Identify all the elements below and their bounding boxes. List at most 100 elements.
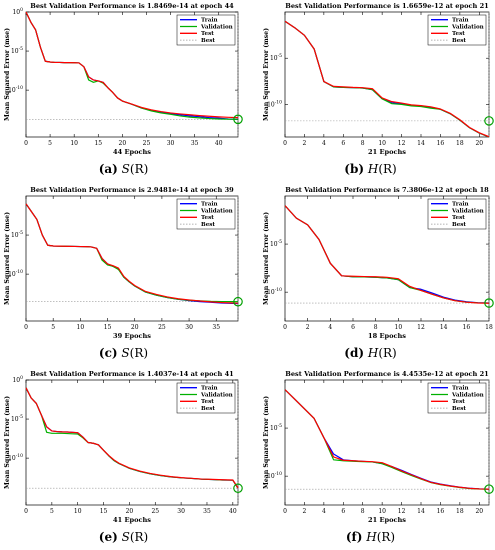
legend-label-train: Train: [201, 18, 218, 24]
caption-f-arg: (R): [376, 530, 396, 544]
best-marker: [233, 296, 243, 307]
legend-label-best: Best: [201, 406, 215, 412]
caption-e: (e) S(R): [0, 530, 247, 544]
series-line-test: [284, 389, 490, 490]
legend-label-validation: Validation: [200, 392, 233, 398]
legend-label-test: Test: [201, 215, 214, 221]
x-tick-label: 16: [437, 508, 445, 515]
best-marker: [484, 484, 494, 494]
y-tick-label: 10-5: [11, 230, 23, 239]
x-tick-label: 12: [398, 140, 406, 147]
chart-panel-b: Best Validation Performance is 1.6659e-1…: [263, 2, 494, 156]
caption-f-fn: H: [366, 530, 377, 544]
x-tick-label: 30: [177, 508, 185, 515]
x-tick-label: 6: [351, 324, 355, 331]
x-tick-label: 12: [417, 324, 425, 331]
x-tick-label: 5: [50, 508, 54, 515]
caption-a: (a) S(R): [0, 162, 247, 176]
x-tick-label: 35: [212, 324, 220, 331]
x-tick-label: 8: [361, 508, 365, 515]
x-tick-label: 8: [361, 140, 365, 147]
best-marker: [233, 483, 243, 494]
chart-title: Best Validation Performance is 1.8469e-1…: [30, 2, 234, 10]
series-line-test: [25, 11, 239, 119]
x-tick-label: 35: [191, 140, 199, 147]
caption-a-fn: S: [121, 162, 130, 176]
x-tick-label: 20: [475, 508, 483, 515]
y-axis-label: Mean Squared Error (mse): [4, 396, 11, 489]
x-axis-label: 41 Epochs: [113, 516, 151, 524]
chart-title: Best Validation Performance is 2.9481e-1…: [30, 186, 234, 194]
x-tick-label: 30: [167, 140, 175, 147]
caption-c-fn: S: [121, 346, 130, 360]
y-tick-label: 10-10: [267, 99, 282, 108]
x-tick-label: 20: [126, 508, 134, 515]
x-axis-label: 39 Epochs: [113, 332, 151, 340]
legend-label-validation: Validation: [451, 392, 484, 398]
best-marker: [484, 298, 494, 308]
legend-label-best: Best: [452, 406, 466, 412]
caption-b: (b) H(R): [247, 162, 494, 176]
caption-c-label: (c): [98, 346, 118, 360]
x-tick-label: 8: [374, 324, 378, 331]
caption-a-arg: (R): [129, 162, 149, 176]
x-tick-label: 18: [485, 324, 493, 331]
x-tick-label: 10: [395, 324, 403, 331]
x-tick-label: 15: [100, 508, 108, 515]
legend-label-train: Train: [452, 386, 469, 392]
series-line-test: [25, 203, 239, 304]
chart-title: Best Validation Performance is 4.4535e-1…: [285, 370, 489, 378]
x-tick-label: 0: [283, 508, 287, 515]
x-tick-label: 6: [341, 140, 345, 147]
x-tick-label: 4: [322, 508, 326, 515]
y-tick-label: 10-5: [270, 239, 282, 248]
x-tick-label: 18: [456, 508, 464, 515]
caption-f: (f) H(R): [247, 530, 494, 544]
y-tick-label: 10-10: [8, 453, 23, 462]
caption-c-arg: (R): [129, 346, 149, 360]
caption-b-fn: H: [367, 162, 379, 176]
y-axis-label: Mean Squared Error (mse): [263, 396, 270, 489]
x-tick-label: 20: [119, 140, 127, 147]
legend-label-train: Train: [452, 202, 469, 208]
series-line-test: [284, 20, 490, 138]
chart-panel-f: Best Validation Performance is 4.4535e-1…: [263, 370, 494, 524]
x-tick-label: 20: [131, 324, 139, 331]
y-axis-label: Mean Squared Error (mse): [4, 28, 11, 121]
legend-label-train: Train: [201, 202, 218, 208]
caption-d-fn: H: [367, 346, 379, 360]
x-tick-label: 10: [378, 508, 386, 515]
best-marker: [233, 114, 243, 125]
x-tick-label: 5: [51, 324, 55, 331]
x-tick-label: 12: [398, 508, 406, 515]
legend-label-train: Train: [452, 18, 469, 24]
caption-b-label: (b): [344, 162, 365, 176]
legend-label-test: Test: [452, 215, 465, 221]
chart-title: Best Validation Performance is 1.6659e-1…: [285, 2, 489, 10]
x-tick-label: 25: [158, 324, 166, 331]
x-tick-label: 15: [104, 324, 112, 331]
y-tick-label: 10-10: [8, 85, 23, 94]
chart-panel-d: Best Validation Performance is 7.3806e-1…: [263, 186, 494, 340]
x-tick-label: 0: [24, 140, 28, 147]
x-tick-label: 6: [341, 508, 345, 515]
chart-panel-e: Best Validation Performance is 1.4037e-1…: [4, 370, 243, 524]
x-tick-label: 2: [306, 324, 310, 331]
x-tick-label: 30: [185, 324, 193, 331]
legend-label-best: Best: [452, 222, 466, 228]
x-tick-label: 0: [283, 324, 287, 331]
legend-label-test: Test: [452, 399, 465, 405]
legend-label-test: Test: [452, 31, 465, 37]
legend-label-best: Best: [201, 38, 215, 44]
chart-title: Best Validation Performance is 7.3806e-1…: [285, 186, 489, 194]
x-tick-label: 40: [229, 508, 237, 515]
x-tick-label: 14: [440, 324, 448, 331]
x-tick-label: 18: [456, 140, 464, 147]
x-axis-label: 21 Epochs: [368, 516, 406, 524]
legend-label-test: Test: [201, 31, 214, 37]
x-tick-label: 10: [70, 140, 78, 147]
x-tick-label: 10: [77, 324, 85, 331]
